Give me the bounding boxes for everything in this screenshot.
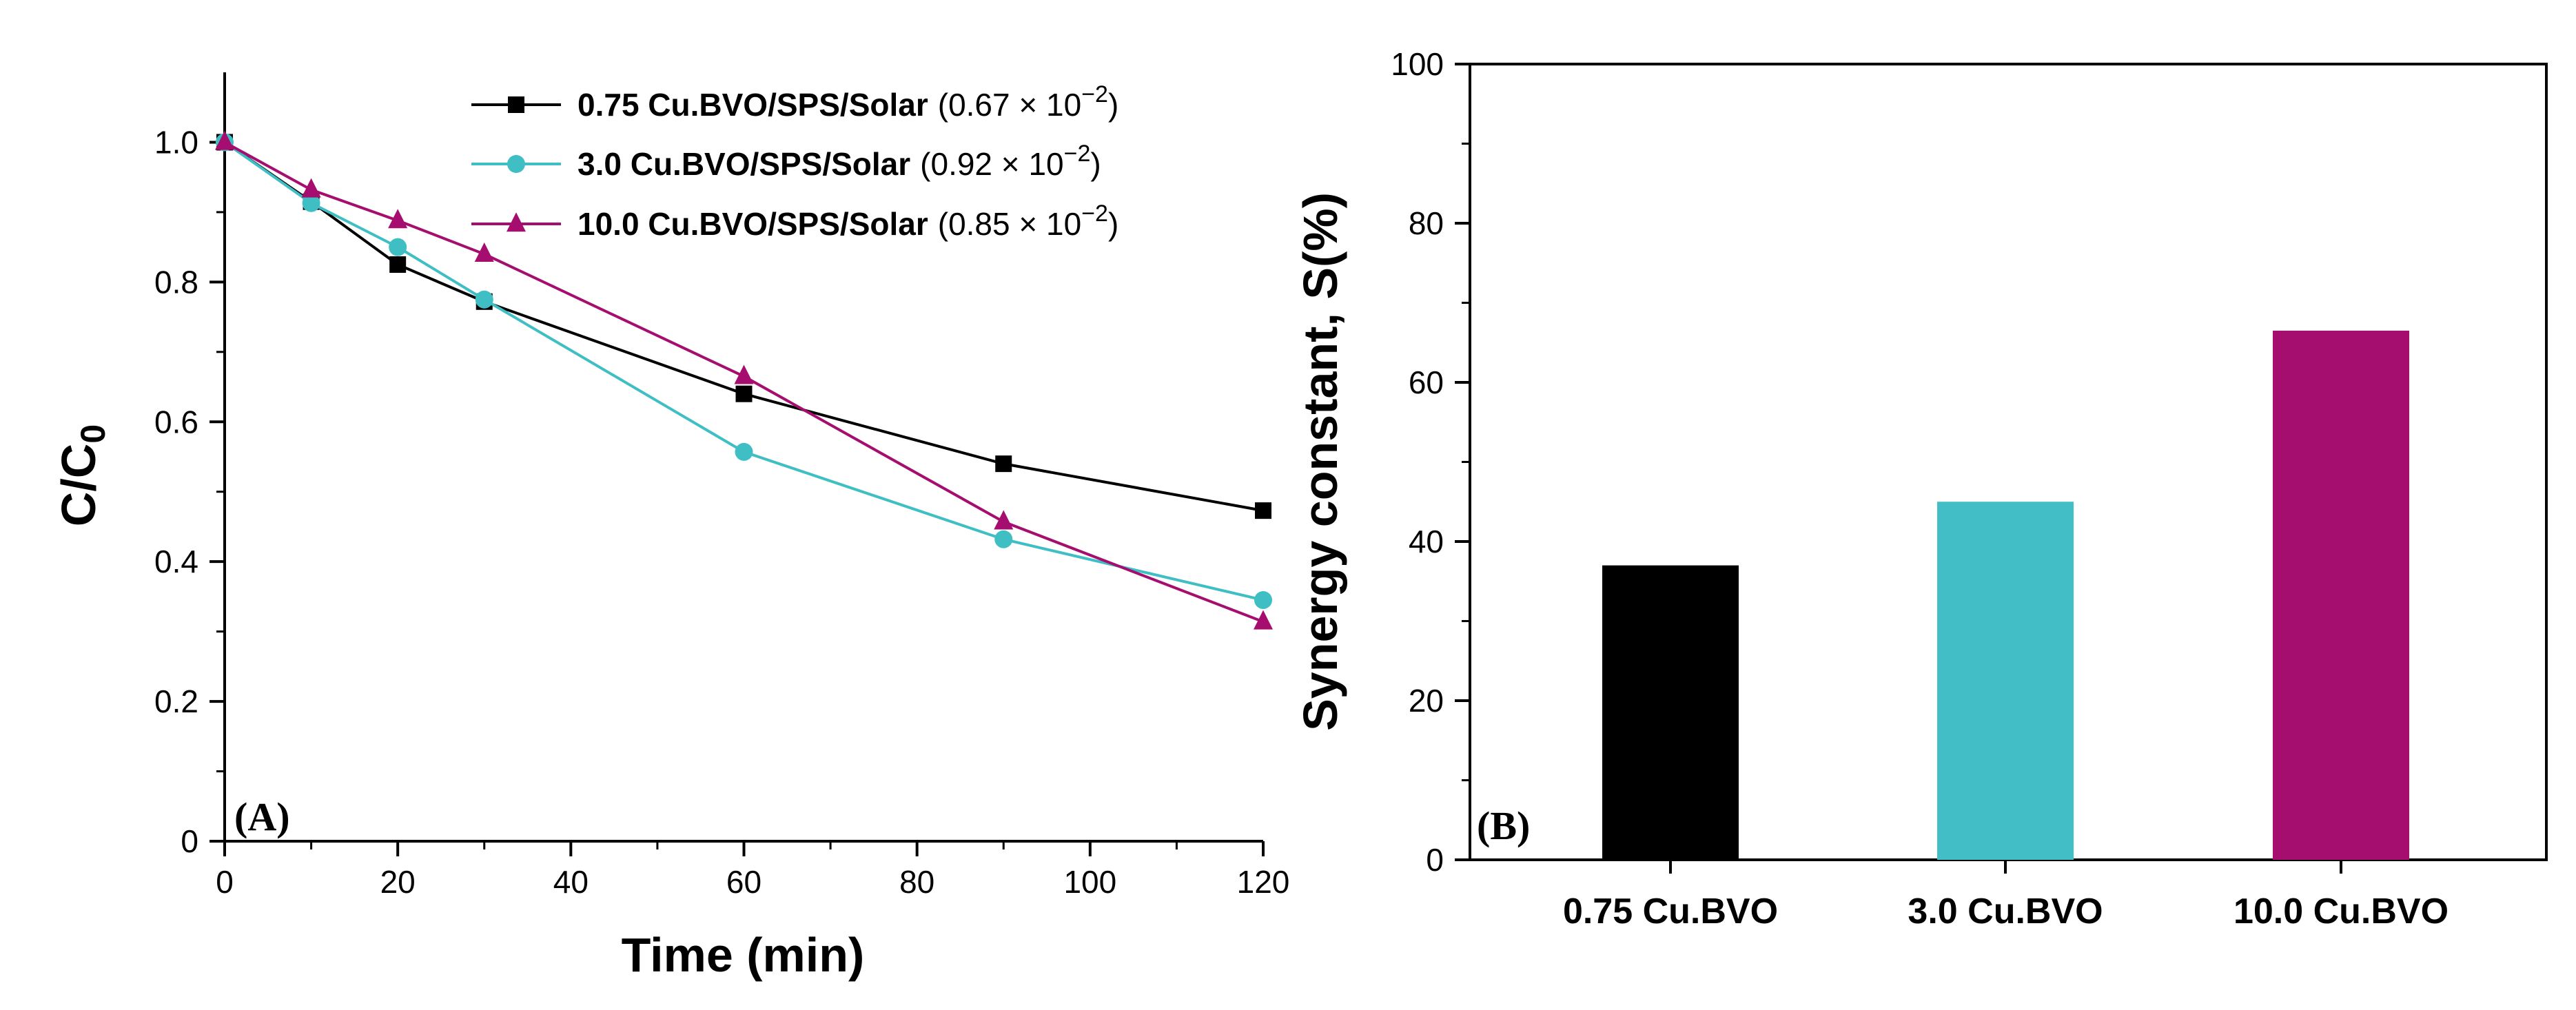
line-chart-series — [215, 130, 1273, 630]
line-chart-legend: 0.75 Cu.BVO/SPS/Solar (0.67 × 10−2)3.0 Cu… — [471, 81, 1118, 242]
data-point — [994, 510, 1014, 530]
data-point — [995, 455, 1012, 473]
legend-rate-close: ) — [1090, 146, 1101, 182]
legend-rate-exponent: −2 — [1081, 81, 1108, 107]
legend-entry-2: 3.0 Cu.BVO/SPS/Solar (0.92 × 10−2) — [471, 141, 1101, 182]
x-tick-label: 60 — [726, 864, 761, 900]
category-label: 0.75 Cu.BVO — [1563, 892, 1778, 931]
category-label: 10.0 Cu.BVO — [2233, 892, 2449, 931]
y-tick-label: 0 — [1426, 842, 1444, 878]
x-tick-label: 20 — [380, 864, 416, 900]
legend-entry-3: 10.0 Cu.BVO/SPS/Solar (0.85 × 10−2) — [471, 200, 1118, 242]
y-tick-label: 0 — [181, 823, 198, 859]
data-point — [735, 385, 753, 402]
data-point — [1254, 610, 1273, 630]
legend-entry-1: 0.75 Cu.BVO/SPS/Solar (0.67 × 10−2) — [471, 81, 1118, 123]
bar-chart-bars — [1602, 330, 2409, 860]
legend-rate: (0.67 × 10 — [938, 87, 1081, 123]
data-point — [389, 256, 407, 273]
line-chart-x-ticks: 0 20 40 60 80 100 120 — [216, 841, 1289, 900]
bar-chart-y-axis-title: Synergy constant, S(%) — [1294, 192, 1347, 731]
data-point — [1254, 590, 1272, 609]
legend-marker — [507, 212, 526, 232]
y-tick-label: 0.8 — [154, 264, 198, 300]
y-tick-label: 20 — [1409, 683, 1444, 719]
data-point — [301, 178, 321, 198]
y-tick-label: 0.4 — [154, 544, 198, 579]
legend-rate-exponent: −2 — [1064, 141, 1091, 167]
line-chart-panel: 0 20 40 60 80 100 120 0 0.2 0.4 0.6 0.8 1.0 Time (m… — [52, 72, 1289, 982]
data-point — [475, 290, 493, 309]
y-tick-label: 40 — [1409, 524, 1444, 559]
line-chart-y-ticks: 0 0.2 0.4 0.6 0.8 1.0 — [154, 124, 225, 859]
legend-marker — [507, 155, 525, 173]
legend-label: 0.75 Cu.BVO/SPS/Solar (0.67 × 10−2) — [577, 81, 1118, 123]
data-point — [734, 364, 754, 384]
bar-3 — [2273, 330, 2409, 860]
y-tick-label: 100 — [1391, 46, 1444, 82]
panel-label-b: (B) — [1477, 803, 1530, 848]
x-tick-label: 0 — [216, 864, 234, 900]
data-point — [215, 130, 234, 150]
y-tick-label: 80 — [1409, 205, 1444, 241]
data-point — [735, 442, 753, 461]
legend-marker — [508, 96, 524, 113]
bar-2 — [1937, 502, 2074, 860]
data-point — [994, 530, 1013, 548]
panel-label-a: (A) — [234, 794, 290, 839]
y-tick-label: 60 — [1409, 364, 1444, 400]
series-1 — [216, 134, 1271, 519]
bar-chart-panel: 0 20 40 60 80 100 0.75 Cu.BVO 3.0 Cu.BVO 10.0 C… — [1294, 46, 2548, 931]
legend-rate-exponent: −2 — [1081, 200, 1108, 227]
data-point — [1255, 502, 1271, 519]
data-point — [474, 242, 494, 262]
data-point — [302, 194, 320, 212]
bar-chart-category-labels: 0.75 Cu.BVO 3.0 Cu.BVO 10.0 Cu.BVO — [1563, 860, 2449, 931]
line-chart-x-axis-title: Time (min) — [622, 928, 865, 982]
y-tick-label: 0.2 — [154, 683, 198, 719]
x-tick-label: 120 — [1237, 864, 1290, 900]
y-axis-title-subscript: 0 — [74, 424, 112, 444]
legend-series-name: 3.0 Cu.BVO/SPS/Solar — [577, 146, 910, 182]
legend-rate-close: ) — [1108, 87, 1118, 123]
legend-series-name: 10.0 Cu.BVO/SPS/Solar — [577, 206, 928, 242]
legend-rate-close: ) — [1108, 206, 1118, 242]
bar-chart-y-ticks: 0 20 40 60 80 100 — [1391, 46, 1470, 878]
category-label: 3.0 Cu.BVO — [1908, 892, 2103, 931]
y-axis-title-main: C/C — [52, 444, 105, 527]
line-chart-y-axis-title: C/C0 — [52, 424, 112, 526]
x-tick-label: 40 — [553, 864, 589, 900]
y-tick-label: 1.0 — [154, 124, 198, 160]
bar-1 — [1602, 565, 1739, 860]
legend-label: 10.0 Cu.BVO/SPS/Solar (0.85 × 10−2) — [577, 200, 1118, 242]
legend-rate: (0.85 × 10 — [938, 206, 1081, 242]
x-tick-label: 80 — [899, 864, 934, 900]
legend-rate: (0.92 × 10 — [920, 146, 1063, 182]
legend-label: 3.0 Cu.BVO/SPS/Solar (0.92 × 10−2) — [577, 141, 1101, 182]
series-3 — [215, 130, 1273, 630]
y-tick-label: 0.6 — [154, 404, 198, 440]
data-point — [388, 209, 408, 229]
x-tick-label: 100 — [1063, 864, 1116, 900]
data-point — [389, 238, 407, 256]
legend-series-name: 0.75 Cu.BVO/SPS/Solar — [577, 87, 928, 123]
